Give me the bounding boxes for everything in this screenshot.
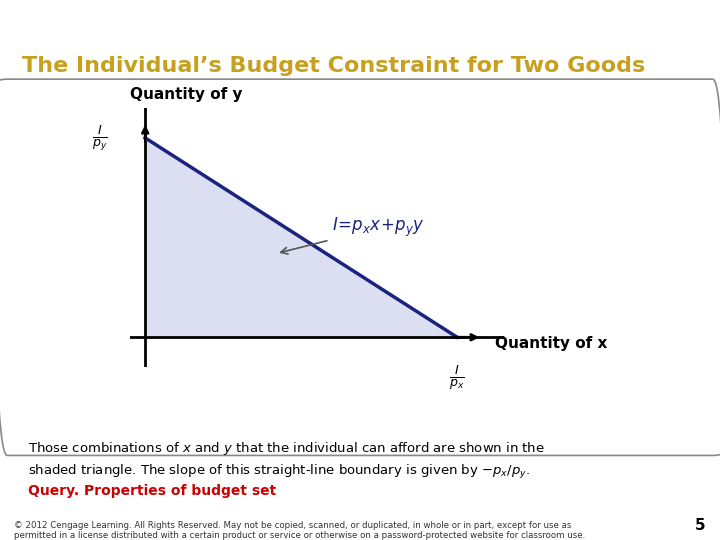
Text: Those combinations of $x$ and $y$ that the individual can afford are shown in th: Those combinations of $x$ and $y$ that t… [28,440,545,481]
Text: $\frac{I}{p_y}$: $\frac{I}{p_y}$ [92,123,108,153]
Text: Query. Properties of budget set: Query. Properties of budget set [28,484,276,498]
Text: Quantity of y: Quantity of y [130,87,242,102]
Text: Quantity of x: Quantity of x [495,336,607,351]
Text: FIGURE: FIGURE [325,15,395,29]
Text: $I\!=\!p_x x\!+\!p_y y$: $I\!=\!p_x x\!+\!p_y y$ [281,216,425,254]
Text: The Individual’s Budget Constraint for Two Goods: The Individual’s Budget Constraint for T… [22,56,645,76]
Text: 4.1: 4.1 [422,6,471,38]
Text: 5: 5 [695,518,706,532]
Text: $\frac{I}{p_x}$: $\frac{I}{p_x}$ [449,363,465,392]
Text: © 2012 Cengage Learning. All Rights Reserved. May not be copied, scanned, or dup: © 2012 Cengage Learning. All Rights Rese… [14,521,585,540]
